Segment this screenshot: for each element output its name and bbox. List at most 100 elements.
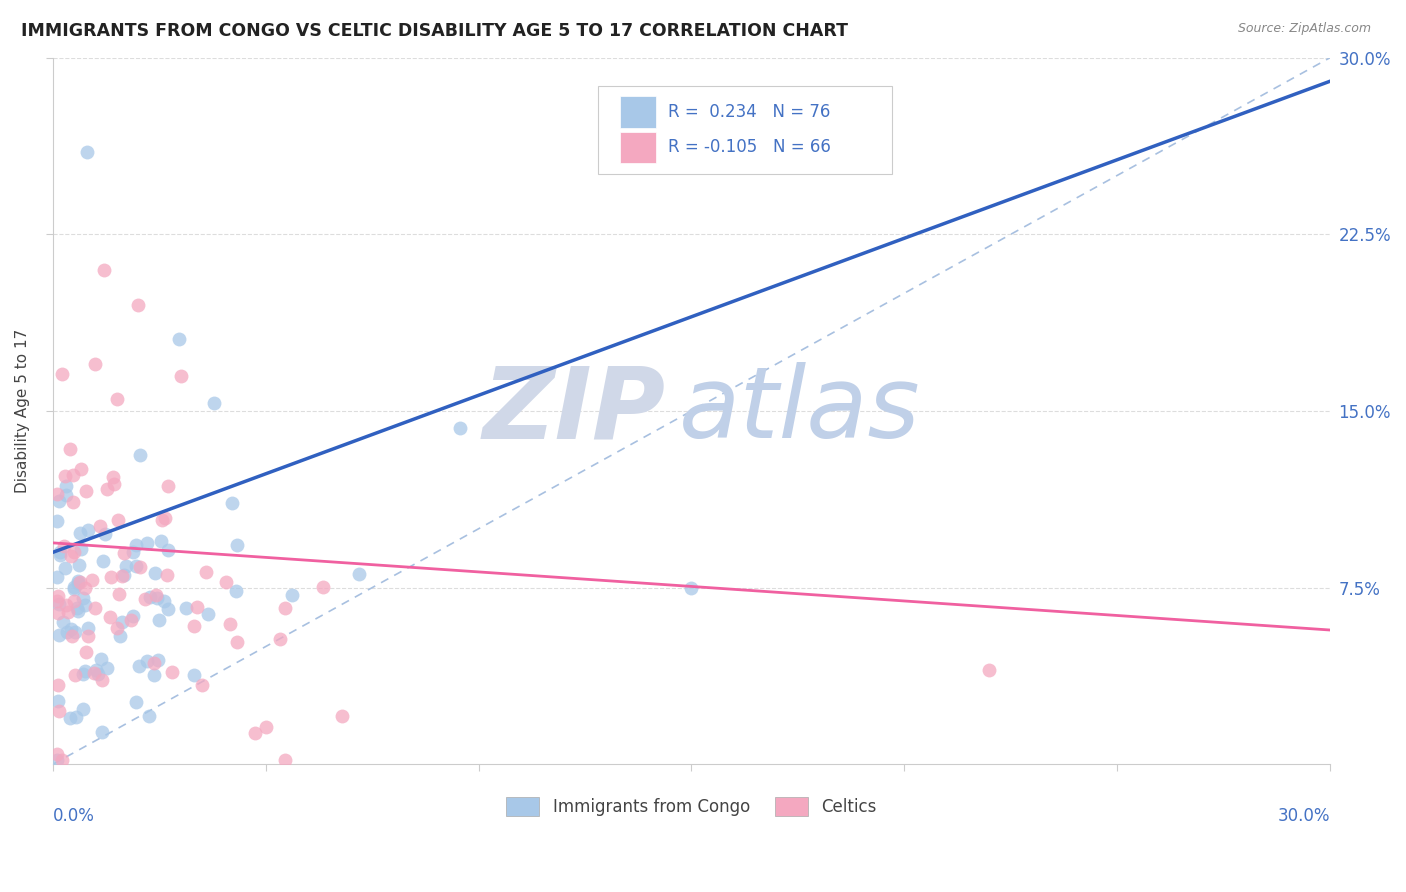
Point — [75, 645, 97, 659]
Point — [347, 567, 370, 582]
Point — [125, 538, 148, 552]
Point — [101, 470, 124, 484]
Point — [312, 581, 335, 595]
Text: 0.0%: 0.0% — [53, 806, 94, 825]
Point — [83, 665, 105, 680]
Point — [87, 667, 110, 681]
Point — [96, 661, 118, 675]
Point — [125, 558, 148, 573]
Point — [55, 479, 77, 493]
Point — [330, 709, 353, 723]
Point — [136, 535, 159, 549]
Point — [90, 652, 112, 666]
Point — [174, 601, 197, 615]
Point — [91, 725, 114, 739]
Point — [979, 663, 1001, 677]
Point — [127, 298, 149, 312]
Point — [63, 582, 86, 596]
Point — [122, 545, 145, 559]
Point — [157, 601, 180, 615]
Point — [449, 421, 471, 435]
Point — [49, 545, 72, 559]
Point — [66, 574, 89, 589]
Point — [155, 511, 177, 525]
Point — [66, 575, 89, 590]
Point — [167, 332, 190, 346]
Point — [76, 145, 98, 159]
Point — [60, 629, 83, 643]
Text: atlas: atlas — [679, 362, 921, 459]
Point — [183, 667, 205, 681]
Point — [108, 587, 131, 601]
Point — [59, 442, 82, 456]
Point — [225, 584, 247, 599]
Point — [63, 580, 86, 594]
Point — [183, 619, 205, 633]
Point — [52, 615, 75, 630]
Point — [221, 496, 243, 510]
Text: ZIP: ZIP — [482, 362, 666, 459]
Point — [120, 613, 142, 627]
Point — [72, 702, 94, 716]
Point — [77, 629, 100, 643]
Point — [83, 600, 105, 615]
Point — [96, 482, 118, 496]
Point — [48, 704, 70, 718]
Point — [214, 574, 236, 589]
Point — [243, 726, 266, 740]
Point — [197, 607, 219, 621]
Point — [98, 609, 121, 624]
Point — [66, 601, 89, 615]
Point — [60, 622, 83, 636]
Point — [51, 367, 73, 381]
Point — [111, 568, 134, 582]
Point — [73, 598, 96, 612]
Point — [69, 575, 91, 590]
Point — [274, 601, 297, 615]
Point — [142, 667, 165, 681]
Point — [274, 753, 297, 767]
Point — [136, 654, 159, 668]
Point — [105, 622, 128, 636]
Point — [139, 590, 162, 604]
Text: 30.0%: 30.0% — [1278, 806, 1330, 825]
Point — [93, 262, 115, 277]
Point — [69, 541, 91, 556]
Point — [281, 588, 304, 602]
Point — [105, 392, 128, 407]
Point — [128, 448, 150, 462]
Point — [51, 753, 73, 767]
Point — [160, 665, 183, 680]
Point — [53, 561, 76, 575]
Point — [225, 635, 247, 649]
Point — [46, 747, 69, 761]
Point — [191, 678, 214, 692]
Point — [169, 368, 191, 383]
Point — [111, 615, 134, 629]
Point — [72, 591, 94, 605]
FancyBboxPatch shape — [598, 86, 891, 174]
Point — [143, 566, 166, 581]
Point — [134, 592, 156, 607]
Point — [48, 597, 70, 611]
Point — [254, 720, 277, 734]
Point — [226, 538, 249, 552]
Point — [46, 514, 69, 528]
Point — [148, 613, 170, 627]
Point — [195, 565, 218, 579]
Text: R =  0.234   N = 76: R = 0.234 N = 76 — [668, 103, 831, 121]
Point — [138, 709, 160, 723]
Text: Source: ZipAtlas.com: Source: ZipAtlas.com — [1237, 22, 1371, 36]
Point — [46, 694, 69, 708]
Point — [91, 554, 114, 568]
Point — [69, 525, 91, 540]
Point — [94, 526, 117, 541]
Point — [53, 468, 76, 483]
Point — [46, 678, 69, 692]
Point — [150, 513, 173, 527]
Point — [103, 476, 125, 491]
Point — [55, 624, 77, 639]
Point — [48, 627, 70, 641]
Point — [156, 568, 179, 582]
Point — [77, 523, 100, 537]
